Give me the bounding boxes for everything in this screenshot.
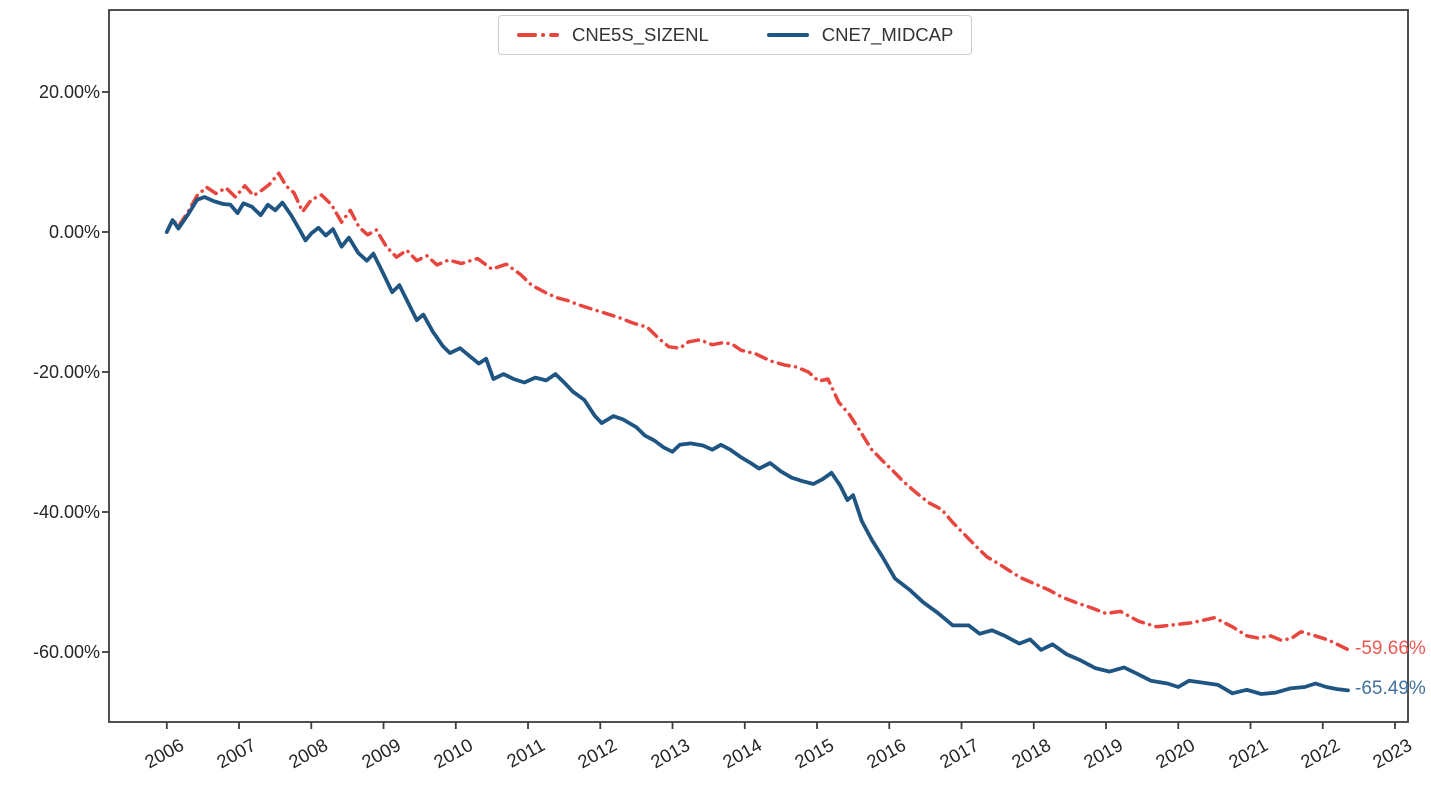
y-tick-label: -60.00% (32, 641, 100, 662)
legend-item-cne5s_sizenl: CNE5S_SIZENL (517, 24, 709, 46)
y-tick-label: -20.00% (32, 361, 100, 382)
plot-border (108, 9, 1409, 723)
end-value-label-cne5s_sizenl: -59.66% (1355, 637, 1426, 659)
legend-label: CNE5S_SIZENL (572, 24, 709, 45)
end-value-label-cne7_midcap: -65.49% (1355, 678, 1426, 700)
y-tick-label: 20.00% (38, 81, 100, 102)
y-tick-label: 0.00% (48, 221, 100, 242)
legend: CNE5S_SIZENL CNE7_MIDCAP (498, 15, 973, 55)
y-tick-label: -40.00% (32, 501, 100, 522)
legend-item-cne7_midcap: CNE7_MIDCAP (766, 24, 954, 46)
legend-line-sample-icon (517, 33, 559, 37)
legend-label: CNE7_MIDCAP (821, 24, 954, 45)
series-line-cne7_midcap (164, 195, 1350, 696)
series-line-cne5s_sizenl (165, 171, 1350, 652)
legend-line-sample-icon (766, 33, 809, 37)
